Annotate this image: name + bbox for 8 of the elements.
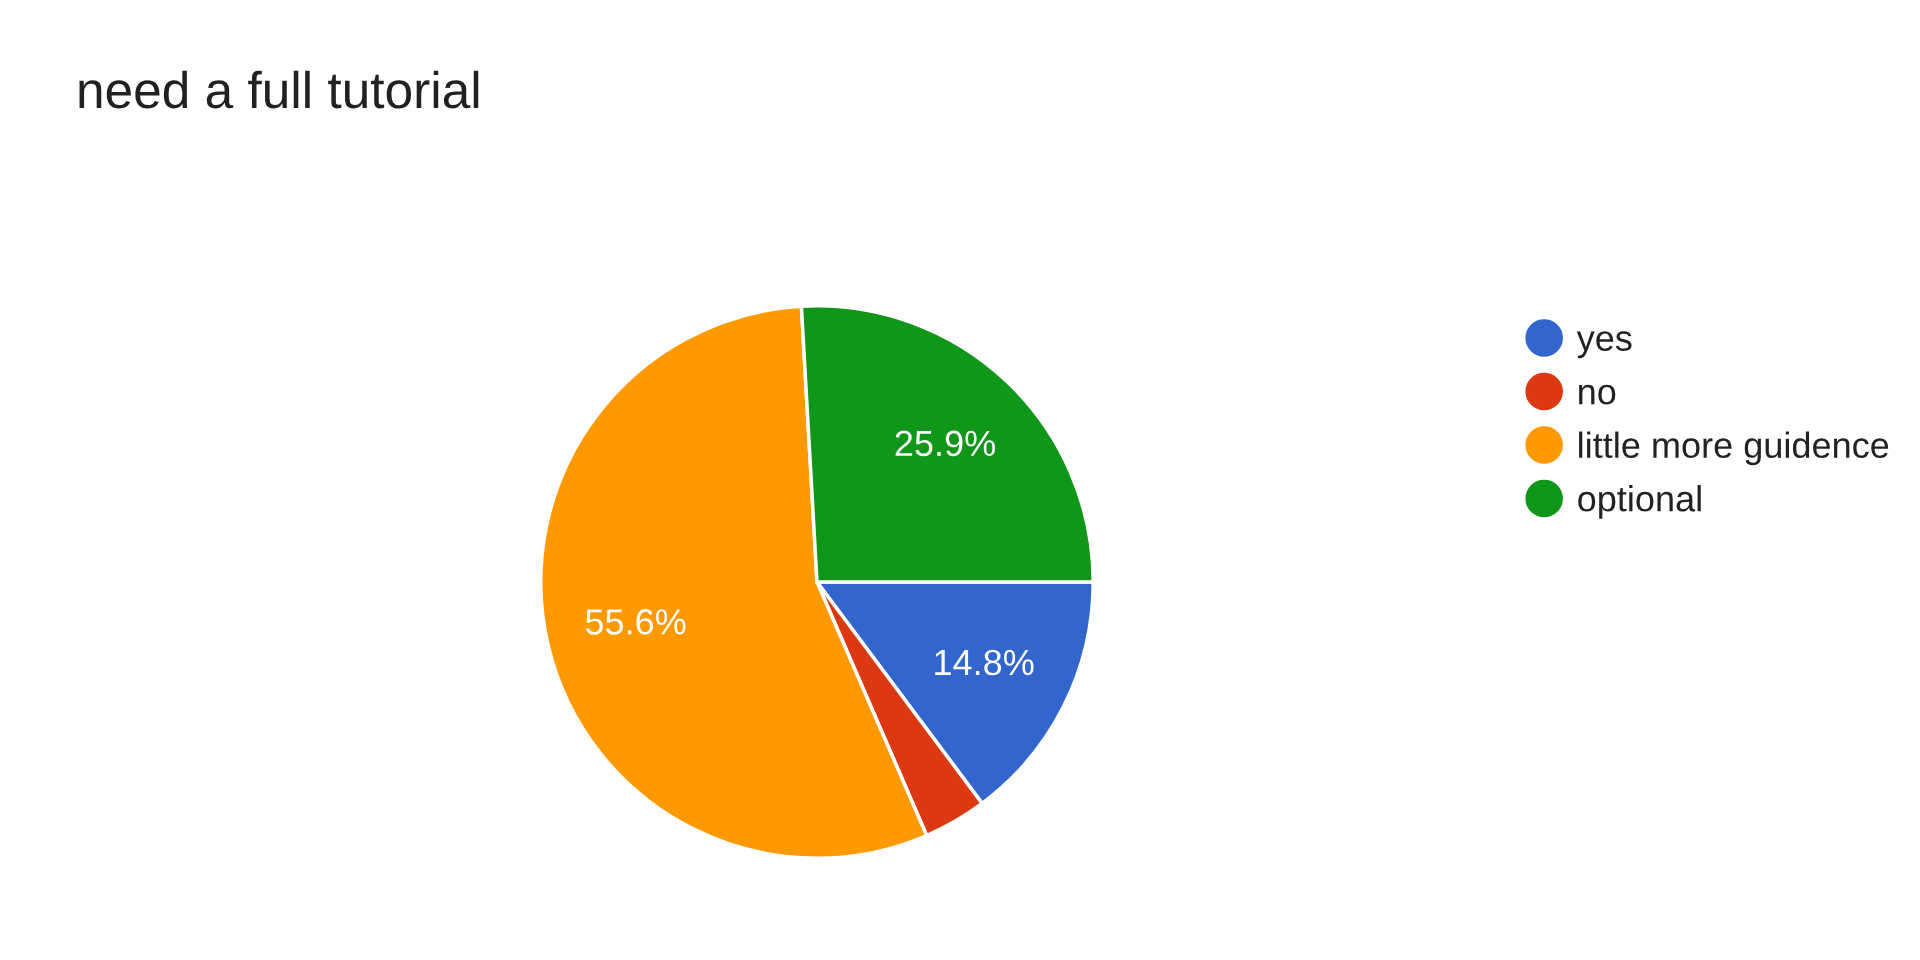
data-label: 55.6% xyxy=(585,609,686,635)
legend-label: yes xyxy=(1576,331,1632,359)
legend-label: optional xyxy=(1578,485,1701,519)
data-label: 14.8% xyxy=(935,649,1034,676)
chart-title: need a full tutorial xyxy=(79,70,479,109)
legend-label: no xyxy=(1579,384,1616,405)
legend-label: little more guidence xyxy=(1579,431,1889,466)
data-label: 25.9% xyxy=(895,430,995,457)
